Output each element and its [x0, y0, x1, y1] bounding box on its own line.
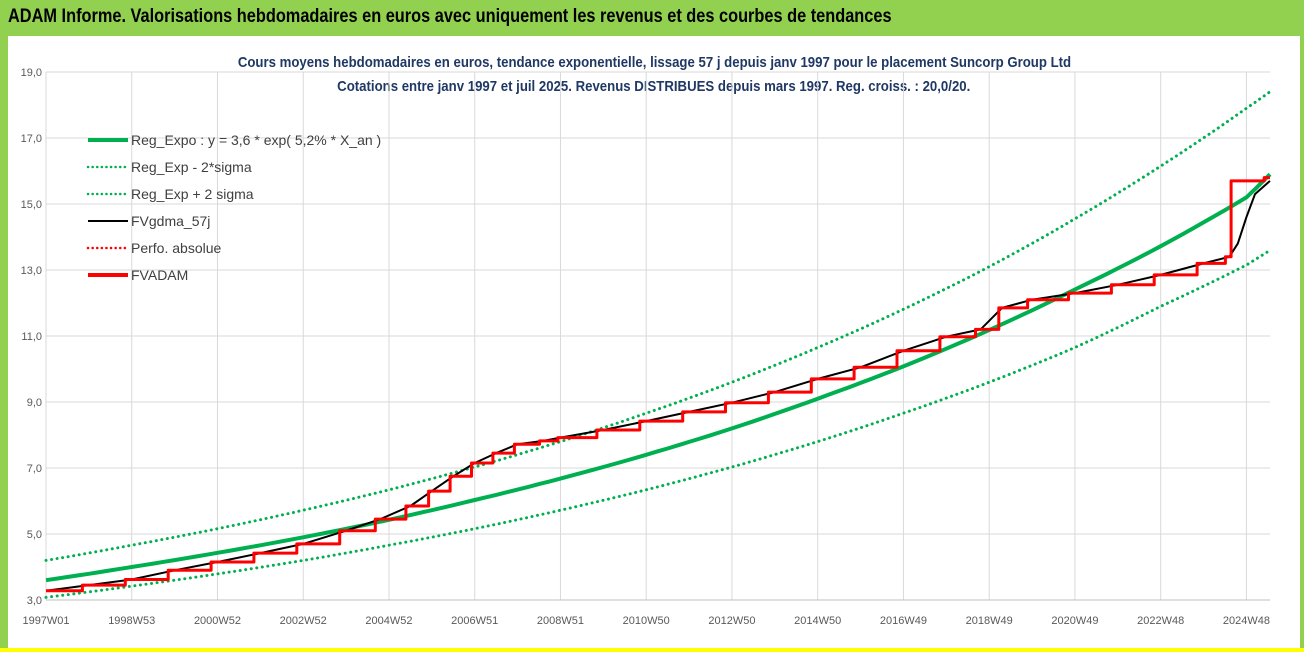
grid	[45, 71, 1270, 601]
y-tick-label: 13,0	[21, 265, 42, 277]
x-tick-label: 2006W51	[451, 615, 498, 627]
y-tick-label: 11,0	[21, 331, 42, 343]
x-tick-label: 2008W51	[537, 615, 584, 627]
legend-label: FVADAM	[131, 267, 188, 283]
x-tick-label: 2020W49	[1051, 615, 1098, 627]
legend-label: Reg_Exp - 2*sigma	[131, 159, 252, 175]
x-tick-label: 2012W50	[708, 615, 755, 627]
y-tick-label: 17,0	[21, 133, 42, 145]
y-tick-label: 19,0	[21, 67, 42, 79]
chart-area: Cours moyens hebdomadaires en euros, ten…	[8, 36, 1300, 648]
x-tick-label: 2022W48	[1137, 615, 1184, 627]
legend: Reg_Expo : y = 3,6 * exp( 5,2% * X_an ) R…	[86, 132, 381, 283]
y-tick-label: 15,0	[21, 199, 42, 211]
legend-label: Reg_Exp + 2 sigma	[131, 186, 254, 202]
series-reg-plus-2sigma	[44, 90, 1272, 562]
x-tick-label: 2018W49	[966, 615, 1013, 627]
x-tick-label: 2014W50	[794, 615, 841, 627]
y-tick-label: 9,0	[27, 397, 42, 409]
series-reg-expo	[45, 172, 1272, 583]
x-tick-label: 1998W53	[108, 615, 155, 627]
banner-title: ADAM Informe. Valorisations hebdomadaire…	[8, 6, 892, 27]
legend-label: Perfo. absolue	[131, 240, 221, 256]
series-group	[44, 90, 1272, 599]
chart-title: Cours moyens hebdomadaires en euros, ten…	[237, 54, 1071, 71]
y-tick-label: 5,0	[27, 529, 42, 541]
series-reg-minus-2sigma	[44, 248, 1272, 599]
axes: 3,0 5,0 7,0 9,0 11,0 13,0 15,0 17,0 19,0 1997W01 1…	[21, 67, 1270, 627]
x-tick-label: 2010W50	[623, 615, 670, 627]
series-fvgdma-57j	[45, 180, 1271, 592]
chart-subtitle: Cotations entre janv 1997 et juil 2025. …	[337, 78, 971, 95]
series-fvadam	[46, 176, 1270, 593]
y-tick-label: 7,0	[27, 463, 42, 475]
chart-svg: 3,0 5,0 7,0 9,0 11,0 13,0 15,0 17,0 19,0 1997W01 1…	[21, 67, 1272, 627]
x-tick-label: 2000W52	[194, 615, 241, 627]
bottom-strip	[0, 648, 1304, 652]
x-tick-label: 2002W52	[280, 615, 327, 627]
x-tick-label: 1997W01	[22, 615, 69, 627]
y-tick-label: 3,0	[27, 595, 42, 607]
x-tick-label: 2016W49	[880, 615, 927, 627]
legend-label: FVgdma_57j	[131, 213, 210, 229]
legend-label: Reg_Expo : y = 3,6 * exp( 5,2% * X_an )	[131, 132, 381, 148]
x-tick-label: 2024W48	[1223, 615, 1270, 627]
x-tick-label: 2004W52	[365, 615, 412, 627]
